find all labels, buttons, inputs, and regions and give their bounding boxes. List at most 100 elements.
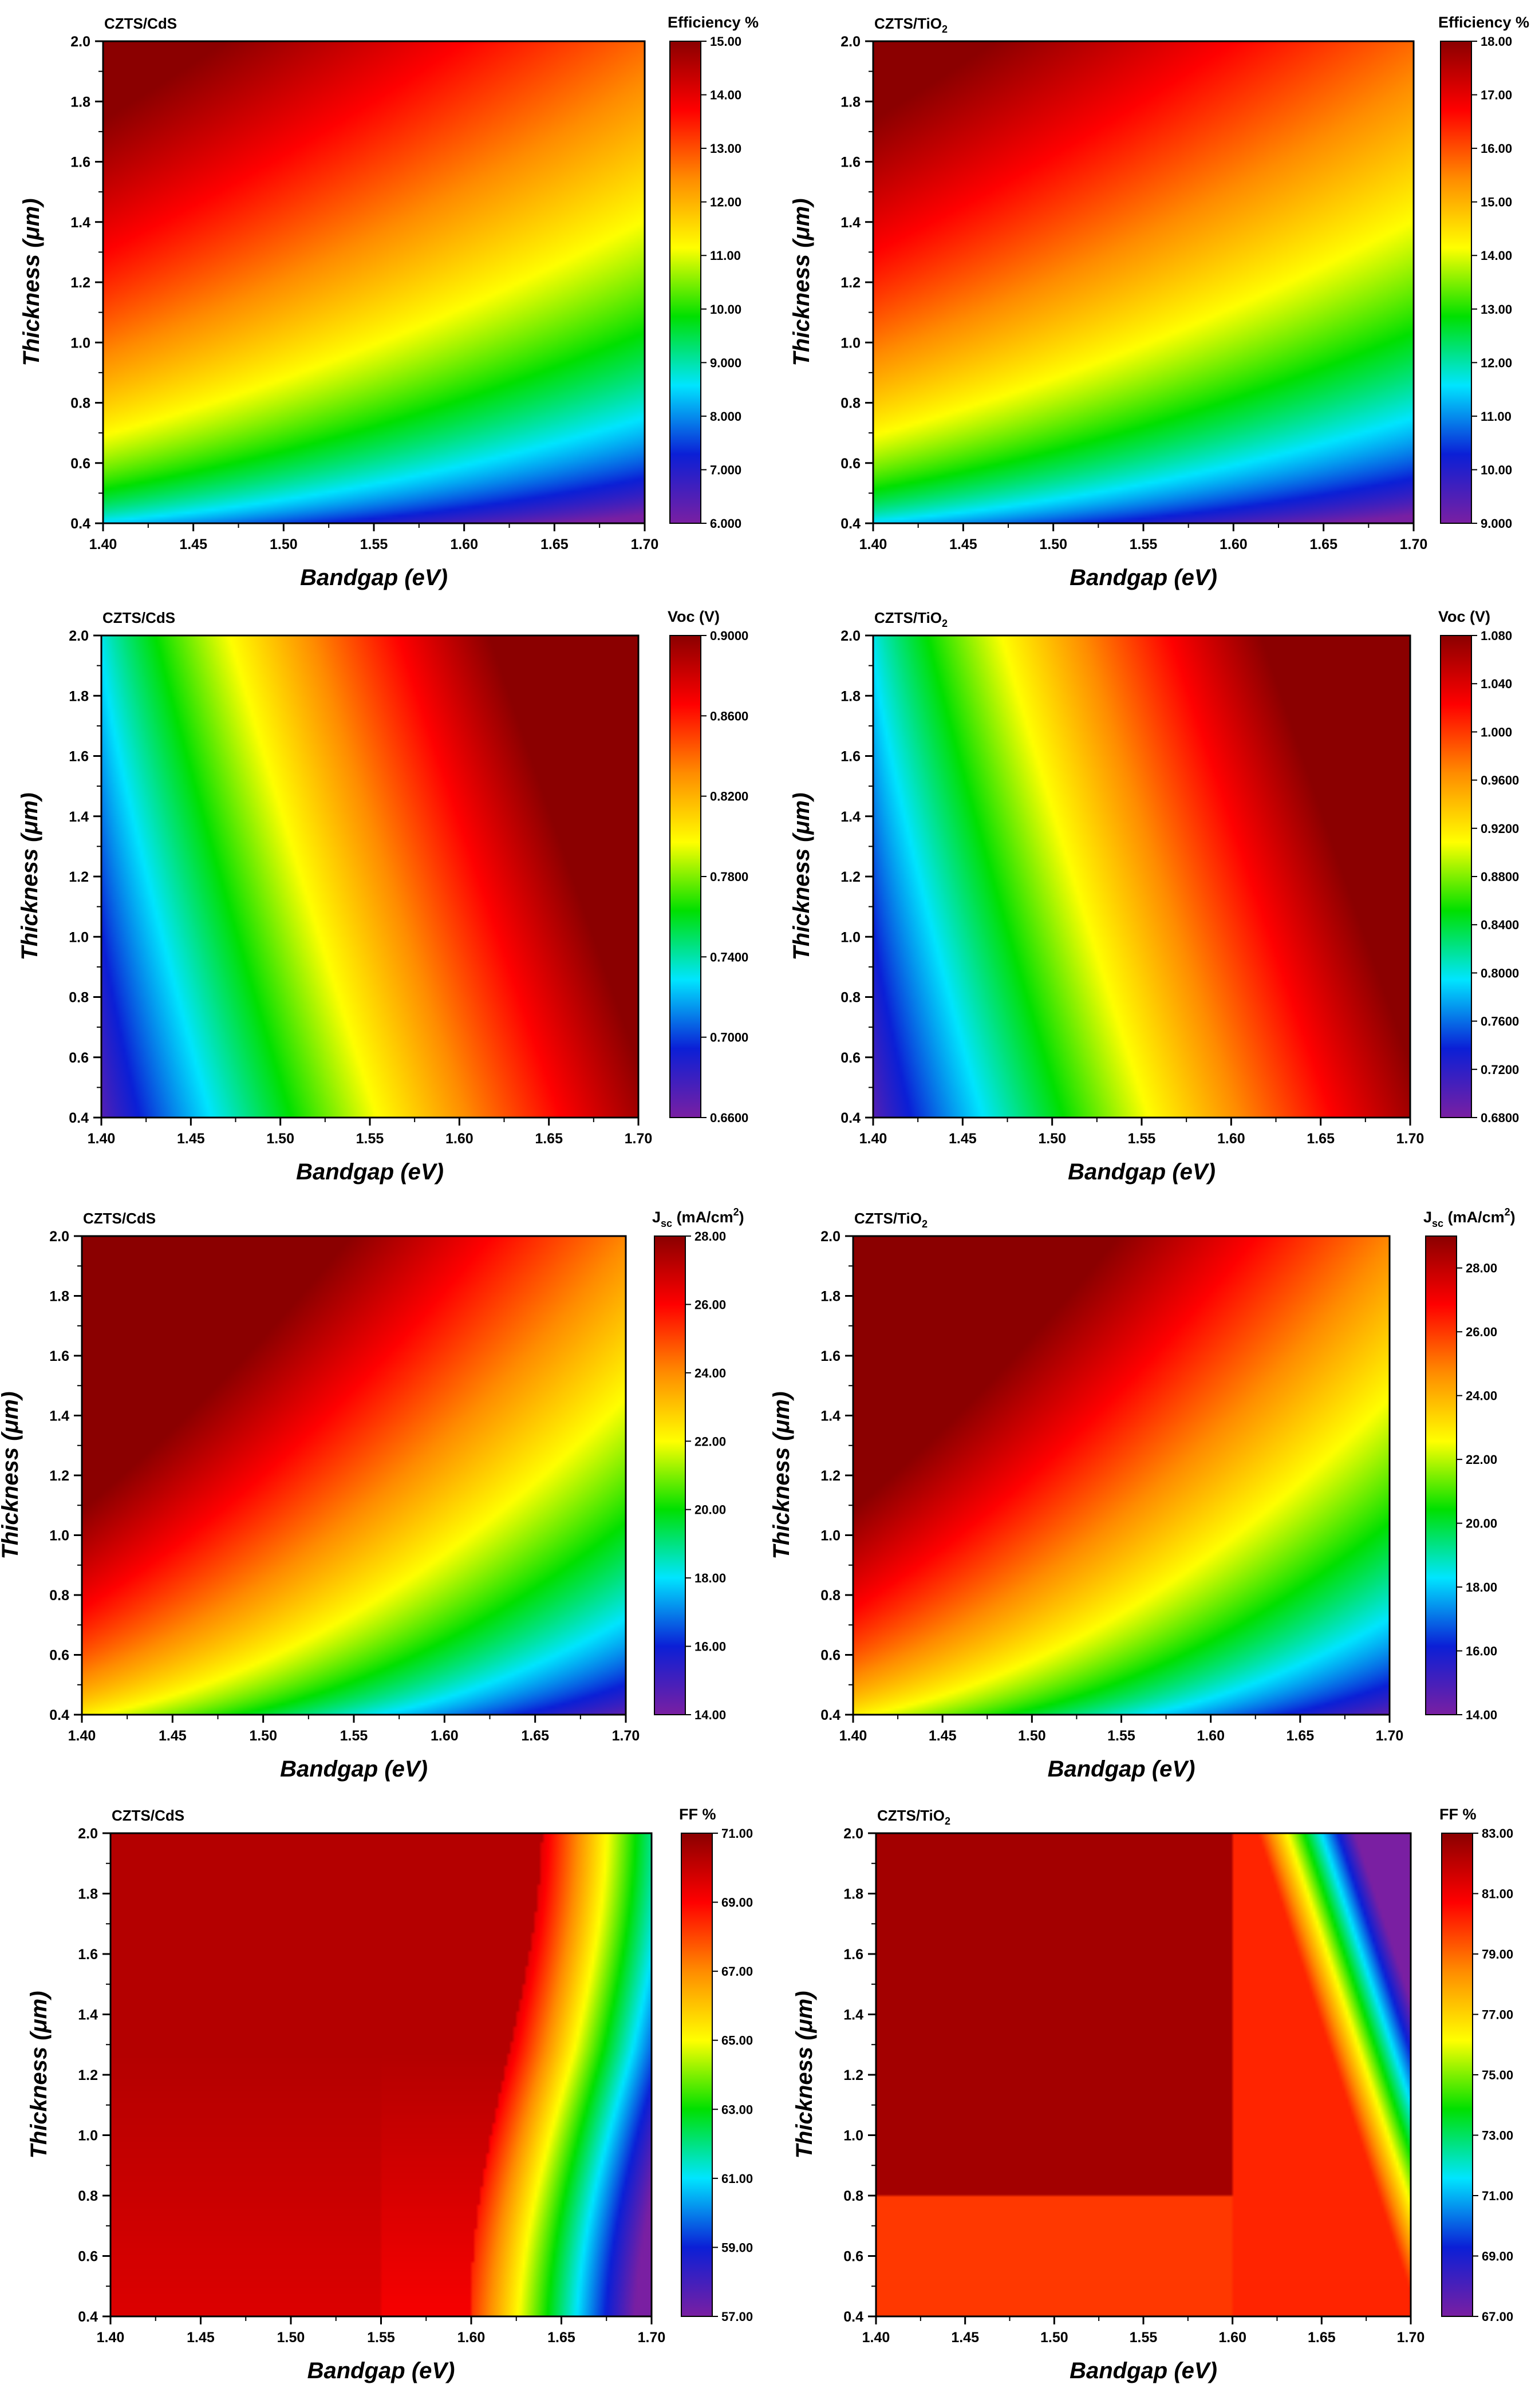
x-tick-label: 1.65 [1309,536,1337,552]
colorbar-tick-label: 0.7000 [710,1031,748,1045]
colorbar-title: FF % [1439,1806,1477,1823]
colorbar-tick-label: 79.00 [1482,1947,1513,1961]
colorbar-tick-label: 0.7800 [710,870,748,884]
chart-panel: 1.40 1.45 1.50 1.55 1.60 1.65 1.70 0.4 0.6 0.8 1.0… [789,14,1529,590]
x-tick-label: 1.65 [540,536,569,552]
colorbar-title: Jsc (mA/cm2) [652,1206,744,1229]
x-tick-label: 1.65 [1308,2330,1336,2346]
colorbar-tick-label: 26.00 [695,1297,726,1312]
y-tick-label: 2.0 [820,1229,840,1245]
colorbar-tick-label: 14.00 [1466,1708,1497,1722]
y-axis-title: Thickness (μm) [789,792,814,960]
x-tick-label: 1.50 [270,536,298,552]
x-tick-label: 1.50 [266,1131,294,1147]
y-tick-label: 1.6 [69,749,89,765]
x-tick-label: 1.40 [862,2330,890,2346]
y-tick-label: 0.4 [820,1707,840,1723]
y-tick-label: 0.4 [69,1110,89,1126]
x-tick-label: 1.45 [949,1131,977,1147]
x-tick-label: 1.40 [839,1728,867,1744]
y-tick-label: 0.6 [49,1648,69,1664]
heatmap-image [82,1236,626,1715]
x-tick-label: 1.55 [360,536,388,552]
panel-title: CZTS/CdS [102,609,175,626]
colorbar-tick-label: 7.000 [710,463,741,477]
colorbar-tick-label: 0.8200 [710,789,748,804]
y-tick-label: 0.6 [843,2249,863,2265]
y-tick-label: 1.6 [70,155,90,171]
colorbar-tick-label: 22.00 [695,1434,726,1448]
colorbar-tick-label: 16.00 [1466,1644,1497,1659]
colorbar-tick-label: 20.00 [1466,1517,1497,1531]
colorbar-tick-label: 0.8600 [710,709,748,723]
colorbar-tick-label: 81.00 [1482,1887,1513,1901]
colorbar-tick-label: 77.00 [1482,2008,1513,2022]
colorbar-title: Voc (V) [1438,608,1490,625]
y-tick-label: 1.8 [70,94,90,110]
x-axis-title: Bandgap (eV) [1048,1756,1195,1782]
colorbar-tick-label: 0.7200 [1481,1063,1519,1077]
y-tick-label: 1.4 [840,809,861,825]
y-tick-label: 0.6 [70,456,90,472]
x-axis-title: Bandgap (eV) [307,2358,455,2383]
colorbar-tick-label: 11.00 [1481,409,1512,424]
heatmap-image [101,635,638,1118]
y-tick-label: 1.2 [840,869,861,885]
colorbar-tick-label: 65.00 [721,2034,753,2048]
colorbar-tick-label: 15.00 [1481,195,1512,210]
colorbar-tick-label: 26.00 [1466,1325,1497,1339]
x-tick-label: 1.50 [1039,536,1067,552]
colorbar-tick-label: 67.00 [1482,2310,1513,2324]
colorbar-tick-label: 17.00 [1481,88,1512,102]
y-tick-label: 1.6 [78,1947,98,1963]
colorbar-tick-label: 15.00 [710,34,741,49]
y-axis-title: Thickness (μm) [769,1391,794,1559]
y-tick-label: 1.6 [49,1348,69,1364]
y-tick-label: 1.8 [840,688,861,704]
x-tick-label: 1.45 [177,1131,205,1147]
x-tick-label: 1.60 [431,1728,459,1744]
y-tick-label: 0.6 [840,456,861,472]
colorbar-tick-label: 18.00 [1481,34,1512,49]
x-tick-label: 1.60 [1217,1131,1245,1147]
x-tick-label: 1.55 [367,2330,395,2346]
colorbar [669,635,701,1118]
x-tick-label: 1.40 [859,1131,887,1147]
x-tick-label: 1.70 [612,1728,640,1744]
chart-panel: 1.40 1.45 1.50 1.55 1.60 1.65 1.70 0.4 0.6 0.8 1.0… [769,1206,1516,1782]
colorbar-tick-label: 12.00 [1481,356,1512,370]
y-tick-label: 1.2 [840,275,861,291]
y-tick-label: 1.4 [78,2007,98,2023]
chart-panel: 1.40 1.45 1.50 1.55 1.60 1.65 1.70 0.4 0.6 0.8 1.0… [19,14,759,590]
colorbar-tick-label: 0.7400 [710,950,748,964]
colorbar-tick-label: 75.00 [1482,2068,1513,2082]
panel-title: CZTS/CdS [104,15,177,32]
x-axis-title: Bandgap (eV) [1070,2358,1217,2383]
chart-panel: 1.40 1.45 1.50 1.55 1.60 1.65 1.70 0.4 0.6 0.8 1.0… [26,1806,753,2383]
y-tick-label: 0.8 [843,2188,863,2204]
heatmap-image [876,1833,1411,2316]
x-tick-label: 1.45 [159,1728,187,1744]
heatmap-image [103,41,645,523]
y-tick-label: 1.2 [78,2067,98,2083]
y-tick-label: 1.0 [843,2128,863,2144]
x-tick-label: 1.50 [249,1728,277,1744]
colorbar-tick-label: 16.00 [695,1640,726,1654]
y-tick-label: 1.2 [843,2067,863,2083]
y-tick-label: 1.2 [49,1468,69,1484]
colorbar [669,41,701,524]
x-tick-label: 1.45 [949,536,977,552]
y-tick-label: 1.0 [78,2128,98,2144]
y-axis-title: Thickness (μm) [792,1991,817,2158]
y-tick-label: 0.4 [840,1110,861,1126]
colorbar-tick-label: 9.000 [710,356,741,370]
x-tick-label: 1.65 [535,1131,563,1147]
y-tick-label: 2.0 [840,34,861,50]
colorbar-tick-label: 24.00 [695,1366,726,1380]
chart-panel: 1.40 1.45 1.50 1.55 1.60 1.65 1.70 0.4 0.6 0.8 1.0… [792,1806,1513,2383]
colorbar-tick-label: 1.040 [1481,677,1512,691]
x-tick-label: 1.50 [277,2330,305,2346]
colorbar-tick-label: 1.000 [1481,725,1512,739]
x-tick-label: 1.45 [179,536,207,552]
x-tick-label: 1.60 [1197,1728,1225,1744]
